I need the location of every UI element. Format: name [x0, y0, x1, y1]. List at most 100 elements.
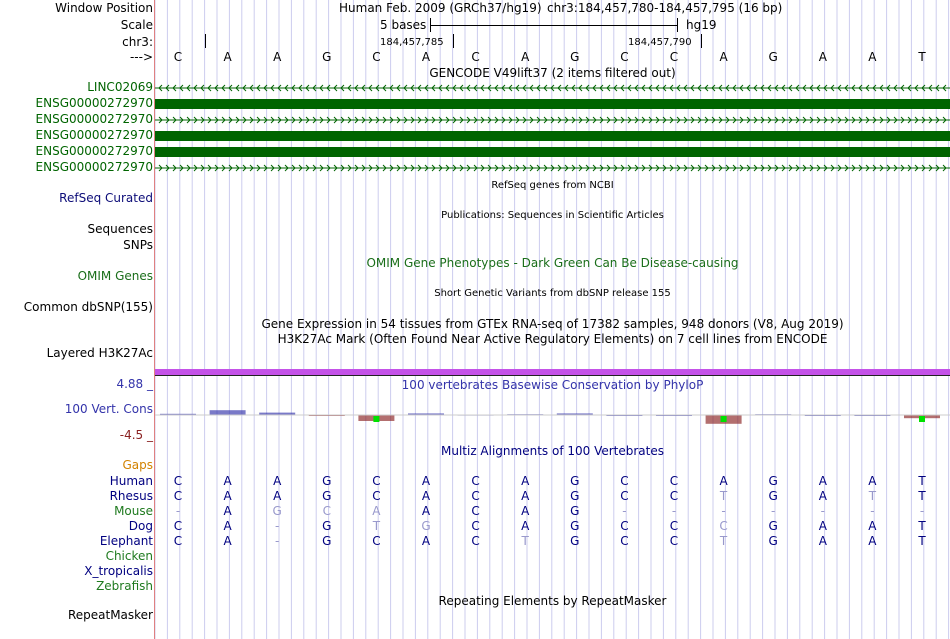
- strand-arrow-right: [753, 164, 758, 172]
- strand-arrow-right: [844, 164, 849, 172]
- strand-arrow-left: [606, 84, 611, 92]
- strand-arrow-right: [655, 116, 660, 124]
- strand-arrow-right: [438, 164, 443, 172]
- multiz-species-label[interactable]: Zebrafish: [96, 579, 153, 593]
- aligned-base: C: [372, 474, 381, 488]
- gencode-track-label[interactable]: ENSG00000272970: [35, 160, 153, 174]
- multiz-species-label[interactable]: Dog: [128, 519, 153, 533]
- refseq-label[interactable]: RefSeq Curated: [59, 191, 153, 205]
- h3k27ac-label[interactable]: Layered H3K27Ac: [46, 346, 153, 360]
- strand-arrow-right: [508, 116, 513, 124]
- aligned-base: G: [570, 474, 580, 488]
- strand-arrow-right: [732, 116, 737, 124]
- aligned-base: C: [669, 489, 679, 503]
- gencode-track-label[interactable]: ENSG00000272970: [35, 144, 153, 158]
- strand-arrow-right: [718, 116, 723, 124]
- strand-arrow-right: [781, 116, 786, 124]
- h3k27ac-signal-bar[interactable]: [155, 369, 950, 375]
- strand-arrow-right: [732, 164, 737, 172]
- strand-arrow-right: [620, 116, 625, 124]
- gencode-track-label[interactable]: ENSG00000272970: [35, 128, 153, 142]
- aligned-base: T: [521, 534, 529, 548]
- strand-arrow-left: [326, 84, 331, 92]
- strand-arrow-right: [634, 164, 639, 172]
- repeatmasker-title[interactable]: Repeating Elements by RepeatMasker: [438, 594, 667, 608]
- publications-title[interactable]: Publications: Sequences in Scientific Ar…: [441, 210, 664, 221]
- gtex-title[interactable]: Gene Expression in 54 tissues from GTEx …: [261, 317, 844, 331]
- gencode-tracks[interactable]: [155, 80, 950, 180]
- gencode-title[interactable]: GENCODE V49lift37 (2 items filtered out): [429, 66, 676, 80]
- multiz-title[interactable]: Multiz Alignments of 100 Vertebrates: [440, 444, 665, 458]
- gencode-track-label[interactable]: LINC02069: [87, 80, 153, 94]
- omim-label[interactable]: OMIM Genes: [77, 269, 153, 283]
- dbsnp-title[interactable]: Short Genetic Variants from dbSNP releas…: [434, 288, 671, 299]
- gencode-track-label[interactable]: ENSG00000272970: [35, 112, 153, 126]
- strand-arrow-right: [221, 116, 226, 124]
- multiz-species-label[interactable]: Mouse: [114, 504, 153, 518]
- omim-title[interactable]: OMIM Gene Phenotypes - Dark Green Can Be…: [366, 256, 739, 270]
- strand-arrow-left: [382, 84, 387, 92]
- strand-arrow-right: [417, 164, 422, 172]
- strand-arrow-left: [753, 84, 758, 92]
- aligned-base: A: [818, 519, 827, 533]
- gencode-track-label[interactable]: ENSG00000272970: [35, 96, 153, 110]
- phylop-title[interactable]: 100 vertebrates Basewise Conservation by…: [401, 378, 704, 392]
- multiz-species-label[interactable]: Chicken: [105, 549, 153, 563]
- strand-arrow-right: [487, 164, 492, 172]
- strand-arrow-right: [529, 164, 534, 172]
- phylop-graph[interactable]: [155, 399, 950, 439]
- strand-arrow-left: [305, 84, 310, 92]
- strand-arrow-right: [501, 116, 506, 124]
- phylop-label[interactable]: 100 Vert. Cons: [64, 402, 153, 416]
- strand-arrow-right: [186, 164, 191, 172]
- strand-arrow-right: [928, 116, 933, 124]
- strand-arrow-right: [781, 164, 786, 172]
- strand-arrow-left: [704, 84, 709, 92]
- base-letter: A: [521, 50, 530, 64]
- strand-arrow-right: [431, 116, 436, 124]
- strand-arrow-right: [809, 164, 814, 172]
- strand-arrow-left: [641, 84, 646, 92]
- aligned-base: G: [570, 519, 580, 533]
- multiz-species-label[interactable]: Rhesus: [109, 489, 153, 503]
- aligned-base: C: [719, 519, 728, 533]
- strand-arrow-right: [739, 116, 744, 124]
- strand-arrow-right: [424, 116, 429, 124]
- strand-arrow-left: [249, 84, 254, 92]
- strand-arrow-right: [228, 116, 233, 124]
- sequences-label[interactable]: Sequences: [87, 222, 153, 236]
- strand-arrow-right: [697, 116, 702, 124]
- strand-arrow-left: [529, 84, 534, 92]
- strand-arrow-left: [907, 84, 912, 92]
- strand-arrow-right: [809, 116, 814, 124]
- strand-arrow-right: [424, 164, 429, 172]
- strand-arrow-right: [837, 164, 842, 172]
- dbsnp-label[interactable]: Common dbSNP(155): [23, 300, 153, 314]
- h3k27ac-title[interactable]: H3K27Ac Mark (Often Found Near Active Re…: [277, 332, 828, 346]
- snps-label[interactable]: SNPs: [123, 238, 153, 252]
- strand-arrow-right: [921, 116, 926, 124]
- strand-arrow-left: [872, 84, 877, 92]
- strand-arrow-left: [508, 84, 513, 92]
- strand-arrow-left: [585, 84, 590, 92]
- multiz-species-label[interactable]: Elephant: [99, 534, 153, 548]
- multiz-species-label[interactable]: X_tropicalis: [84, 564, 153, 578]
- base-letter: G: [768, 50, 778, 64]
- refseq-title[interactable]: RefSeq genes from NCBI: [491, 180, 614, 191]
- multiz-species-label[interactable]: Human: [109, 474, 153, 488]
- strand-arrow-right: [711, 164, 716, 172]
- strand-arrow-right: [900, 164, 905, 172]
- strand-arrow-right: [487, 116, 492, 124]
- strand-arrow-right: [172, 164, 177, 172]
- aligned-base: A: [521, 489, 530, 503]
- strand-arrow-right: [746, 116, 751, 124]
- repeatmasker-label[interactable]: RepeatMasker: [67, 608, 153, 622]
- strand-arrow-right: [774, 164, 779, 172]
- aligned-base: G: [768, 474, 778, 488]
- strand-arrow-left: [228, 84, 233, 92]
- strand-arrow-right: [249, 116, 254, 124]
- strand-arrow-right: [592, 116, 597, 124]
- strand-arrow-right: [935, 116, 940, 124]
- strand-arrow-right: [494, 116, 499, 124]
- strand-arrow-left: [858, 84, 863, 92]
